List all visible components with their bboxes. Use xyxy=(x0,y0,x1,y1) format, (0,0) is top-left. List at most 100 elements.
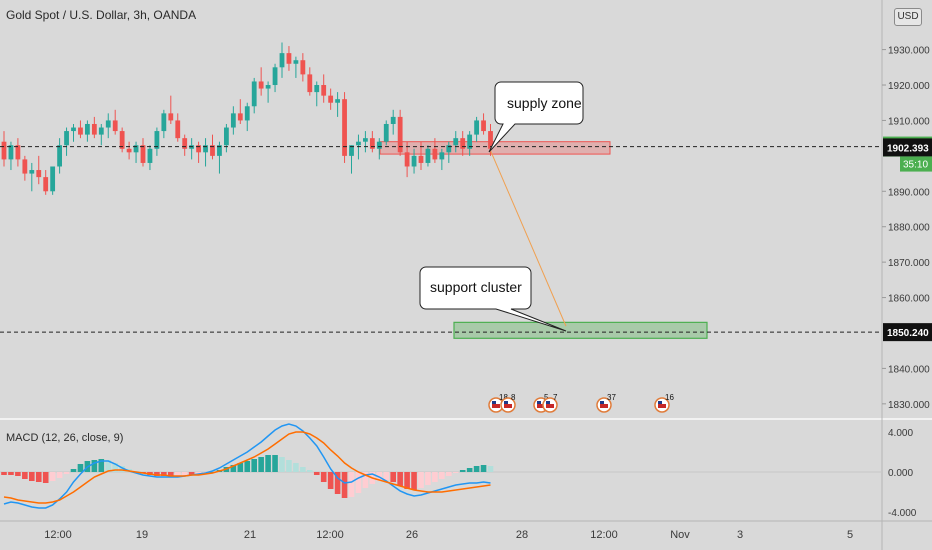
currency-button[interactable]: USD xyxy=(894,8,922,26)
countdown-bg xyxy=(900,156,932,172)
macd-histogram-bar xyxy=(320,472,327,482)
macd-histogram-bar xyxy=(251,459,257,472)
macd-histogram-bar xyxy=(63,472,70,474)
projection-arrow-line xyxy=(490,150,567,327)
macd-histogram-bar xyxy=(466,468,473,472)
support-cluster-callout: support cluster xyxy=(419,266,567,332)
annotation-callouts: supply zone support cluster xyxy=(419,81,584,332)
candle-body xyxy=(411,155,417,167)
candle-body xyxy=(349,145,354,156)
macd-histogram-bar xyxy=(237,463,244,472)
candle-body xyxy=(356,141,361,146)
event-count: 7 xyxy=(553,393,558,402)
candle-body xyxy=(98,127,104,135)
macd-histogram-bar xyxy=(188,472,195,475)
candle-body xyxy=(272,67,278,86)
event-badge: 16 xyxy=(654,393,674,413)
candle-body xyxy=(293,60,299,64)
macd-histogram-bar xyxy=(244,461,251,472)
macd-histogram-bar xyxy=(181,472,188,475)
candle-body xyxy=(29,170,35,174)
time-tick-label: 3 xyxy=(737,529,743,541)
candle-body xyxy=(126,148,132,153)
candle-body xyxy=(64,131,69,146)
flag-stripe xyxy=(546,404,554,408)
candle-body xyxy=(279,53,285,68)
candle-body xyxy=(369,138,375,149)
macd-histogram-bar xyxy=(22,472,28,479)
flag-canton xyxy=(504,401,508,404)
candle-body xyxy=(133,145,139,153)
time-tick-label: 12:00 xyxy=(44,529,72,541)
macd-histogram-bar xyxy=(154,472,160,476)
candle-body xyxy=(321,85,327,96)
time-tick-label: 21 xyxy=(244,529,256,541)
candle-body xyxy=(154,131,160,149)
macd-histogram-bar xyxy=(487,466,494,472)
main-pane xyxy=(0,0,882,418)
callout-bubble xyxy=(419,266,567,332)
macd-histogram-bar xyxy=(77,464,84,472)
supply-zone-callout: supply zone xyxy=(488,81,584,153)
macd-histogram-bar xyxy=(265,455,271,472)
time-tick-label: 19 xyxy=(136,529,148,541)
macd-histogram-bar xyxy=(334,472,341,494)
macd-histogram-bar xyxy=(452,472,459,473)
candle-body xyxy=(258,81,264,89)
macd-histogram-bar xyxy=(112,463,118,472)
candle-body xyxy=(50,166,56,192)
macd-histogram-bar xyxy=(56,472,63,478)
candle-body xyxy=(147,148,153,163)
macd-histogram-bar xyxy=(161,472,167,476)
macd-tick-label: -4.000 xyxy=(888,508,917,519)
macd-histogram-bar xyxy=(272,455,278,472)
macd-histogram-bar xyxy=(439,472,445,479)
macd-histogram-bar xyxy=(383,472,390,480)
flag-canton xyxy=(492,401,496,404)
macd-histogram-bar xyxy=(1,472,7,475)
price-tick-label: 1870.000 xyxy=(888,258,930,269)
flag-stripe xyxy=(600,404,608,408)
macd-histogram-bar xyxy=(168,472,174,477)
price-tick-label: 1890.000 xyxy=(888,187,930,198)
time-tick-label: 12:00 xyxy=(590,529,618,541)
macd-tick-label: 4.000 xyxy=(888,428,913,439)
candlestick-series xyxy=(1,42,493,195)
candle-body xyxy=(161,113,167,132)
candle-body xyxy=(196,145,201,153)
price-axis: 1930.000 1920.000 1910.000 1890.000 1880.000… xyxy=(882,46,930,519)
event-count: 37 xyxy=(607,393,616,402)
candle-body xyxy=(43,177,49,192)
macd-histogram-bar xyxy=(195,472,202,474)
candle-body xyxy=(307,74,313,93)
macd-indicator xyxy=(1,423,494,509)
macd-histogram-bar xyxy=(418,472,424,488)
time-axis: 12:00 19 21 12:00 26 28 12:00 Nov 3 5 xyxy=(44,529,853,541)
chart-title: Gold Spot / U.S. Dollar, 3h, OANDA xyxy=(6,8,197,22)
macd-label: MACD (12, 26, close, 9) xyxy=(6,432,124,444)
candle-body xyxy=(467,134,473,149)
macd-histogram-bar xyxy=(327,472,334,489)
support-zone-box xyxy=(453,321,708,339)
candle-body xyxy=(474,120,479,135)
event-badge: 8 xyxy=(500,393,516,413)
candle-body xyxy=(404,152,410,167)
macd-histogram-bar xyxy=(390,472,396,482)
candle-body xyxy=(328,95,334,103)
flag-canton xyxy=(546,401,550,404)
candle-body xyxy=(453,138,459,146)
macd-histogram-bar xyxy=(362,472,369,488)
macd-histogram-bar xyxy=(459,470,466,472)
time-tick-label: 26 xyxy=(406,529,418,541)
macd-histogram-bar xyxy=(105,460,112,472)
flag-canton xyxy=(658,401,662,404)
candle-body xyxy=(314,85,320,93)
macd-histogram-bar xyxy=(42,472,49,483)
candle-body xyxy=(481,120,486,132)
candle-body xyxy=(112,120,118,132)
macd-histogram-bar xyxy=(70,469,77,472)
macd-line xyxy=(3,423,491,509)
candle-body xyxy=(335,99,340,103)
